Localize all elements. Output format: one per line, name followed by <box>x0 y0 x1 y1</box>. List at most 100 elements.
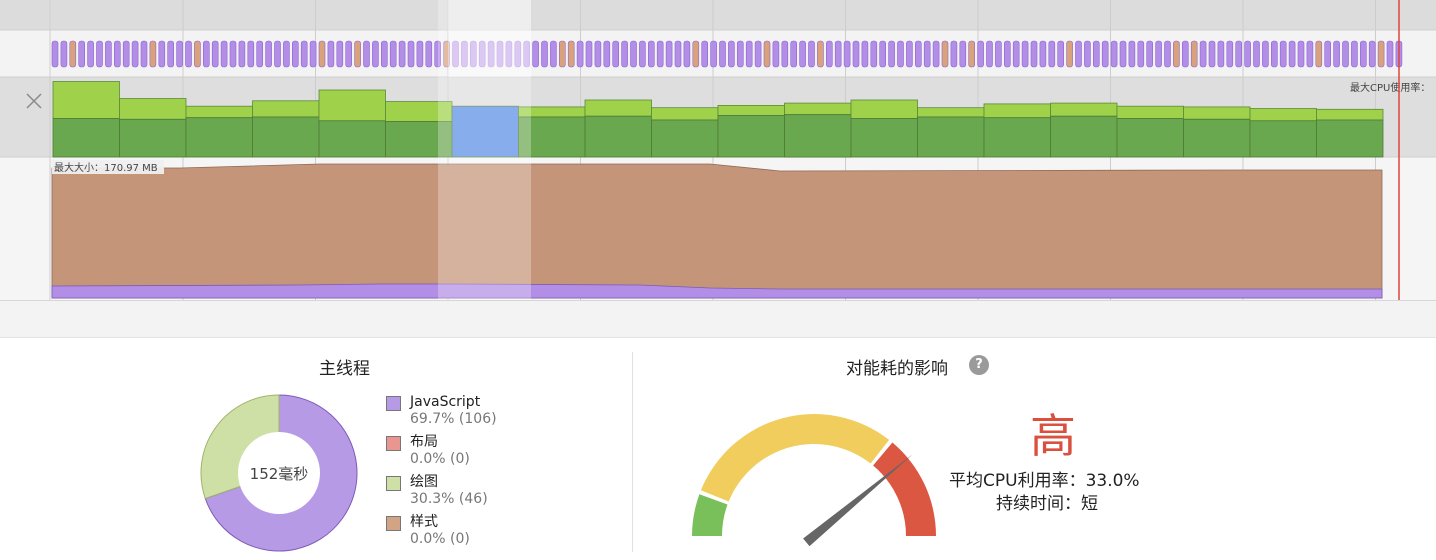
frame-marker <box>505 40 513 68</box>
cpu-bar-base <box>252 116 320 158</box>
cpu-bar-base <box>1050 115 1118 158</box>
frame-marker <box>354 40 361 68</box>
frame-marker <box>1351 40 1358 68</box>
legend-item-javascript: JavaScript 69.7% (106) <box>386 394 497 434</box>
frame-marker <box>612 40 620 68</box>
cpu-bar-base <box>784 114 852 158</box>
cpu-bar-base <box>318 120 386 158</box>
frame-marker <box>380 40 388 68</box>
timeline-footer-strip <box>0 300 1436 338</box>
memory-area <box>51 163 1383 299</box>
section-divider <box>632 352 633 552</box>
frame-marker <box>1119 40 1127 68</box>
frame-marker <box>647 40 655 68</box>
cpu-bar-base <box>850 118 918 158</box>
cpu-bar-top <box>584 99 652 117</box>
frame-marker <box>1297 40 1305 68</box>
details-panel: 主线程 152毫秒 JavaScript 69.7% (106) 布局 0.0%… <box>0 338 1436 560</box>
frame-marker <box>843 40 851 68</box>
cpu-bar-base <box>651 119 719 158</box>
frame-marker <box>986 40 993 68</box>
frame-marker <box>808 40 815 68</box>
legend-value: 0.0% (0) <box>410 531 470 547</box>
frame-marker <box>238 40 246 68</box>
frame-marker <box>1333 40 1340 68</box>
frame-marker <box>1386 40 1394 68</box>
cpu-bar-base <box>1249 120 1317 158</box>
legend-name: 绘图 <box>410 474 438 490</box>
frame-marker <box>69 40 77 68</box>
help-icon[interactable]: ? <box>969 355 989 375</box>
legend-value: 69.7% (106) <box>410 411 497 427</box>
timeline-overview[interactable]: 最大CPU使用率： 最大大小：170.97 MB <box>0 0 1436 300</box>
frame-marker <box>1110 40 1118 68</box>
frame-marker <box>478 40 486 68</box>
frame-marker <box>1360 40 1367 68</box>
frame-marker <box>977 40 984 68</box>
frame-marker <box>114 40 121 68</box>
frame-marker <box>309 40 317 68</box>
frame-marker <box>283 40 290 68</box>
cpu-bar-base <box>1316 119 1384 158</box>
memory-max-label-bg <box>52 160 164 174</box>
timeline-graphs[interactable]: 最大CPU使用率： 最大大小：170.97 MB <box>0 0 1436 300</box>
frame-marker <box>1030 40 1038 68</box>
frame-marker <box>1057 40 1064 68</box>
frame-track[interactable] <box>51 40 1403 68</box>
memory-track[interactable] <box>51 163 1383 299</box>
frame-marker <box>425 40 433 68</box>
frame-marker <box>630 40 637 68</box>
frame-marker <box>781 40 789 68</box>
frame-marker <box>452 40 459 68</box>
frame-marker <box>78 40 85 68</box>
frame-marker <box>203 40 210 68</box>
cpu-bar-top <box>1183 106 1251 120</box>
frame-marker <box>825 40 833 68</box>
cpu-bar-base <box>385 121 453 158</box>
frame-marker <box>1377 40 1385 68</box>
frame-marker <box>96 40 103 68</box>
cpu-bar-top <box>784 102 852 115</box>
frame-marker <box>434 40 442 68</box>
frame-marker <box>345 40 353 68</box>
cpu-bar-top <box>917 107 985 118</box>
frame-marker <box>229 40 237 68</box>
cpu-bar-base <box>451 105 519 158</box>
frame-marker <box>558 40 566 68</box>
frame-marker <box>1066 40 1073 68</box>
frame-marker <box>870 40 878 68</box>
cpu-bar-base <box>119 118 187 158</box>
frame-marker <box>1190 40 1198 68</box>
main-thread-legend: JavaScript 69.7% (106) 布局 0.0% (0) 绘图 30… <box>386 394 497 554</box>
frame-marker <box>941 40 949 68</box>
frame-marker <box>541 40 548 68</box>
frame-marker <box>665 40 673 68</box>
frame-marker <box>674 40 682 68</box>
frame-marker <box>372 40 379 68</box>
cpu-bar-top <box>1050 102 1118 117</box>
cpu-bar-base <box>983 117 1051 158</box>
frame-marker <box>327 40 335 68</box>
main-thread-title: 主线程 <box>319 359 370 379</box>
selection-range[interactable] <box>438 0 531 300</box>
frame-marker <box>701 40 709 68</box>
frame-marker <box>496 40 504 68</box>
frame-marker <box>274 40 281 68</box>
close-icon[interactable] <box>18 86 48 116</box>
frame-marker <box>1173 40 1180 68</box>
frame-marker <box>1155 40 1162 68</box>
legend-name: 布局 <box>410 434 438 450</box>
frame-marker <box>1039 40 1047 68</box>
donut-center-label: 152毫秒 <box>250 465 309 483</box>
frame-marker <box>469 40 477 68</box>
frame-marker <box>523 40 531 68</box>
energy-impact-level: 高 <box>1030 409 1076 463</box>
frame-marker <box>318 40 326 68</box>
cpu-usage-track[interactable] <box>52 81 1384 158</box>
frame-marker <box>656 40 664 68</box>
legend-item-style: 样式 0.0% (0) <box>386 514 497 554</box>
frame-marker <box>211 40 219 68</box>
frame-marker <box>763 40 771 68</box>
frame-marker <box>1271 40 1278 68</box>
avg-cpu-value: 33.0% <box>1085 471 1140 491</box>
